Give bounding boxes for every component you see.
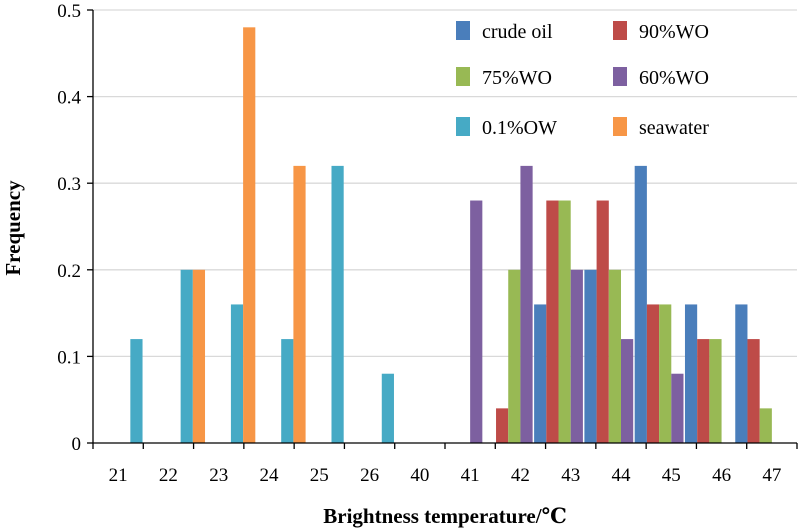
y-axis-title: Frequency — [1, 180, 25, 276]
legend-label: crude oil — [482, 21, 553, 43]
legend: crude oil 90%WO 75%WO 60%WO 0.1%OW seawater — [456, 21, 709, 139]
x-tick-label: 44 — [612, 465, 632, 486]
y-tick-label: 0 — [72, 434, 82, 455]
bar-75-wo-46 — [709, 339, 722, 443]
bar-0-1-ow-22 — [180, 269, 193, 443]
x-tick-label: 42 — [511, 465, 530, 486]
x-tick-label: 40 — [410, 465, 429, 486]
legend-label: 90%WO — [639, 21, 709, 43]
bar-90-wo-45 — [646, 304, 660, 443]
bar-60-wo-43 — [570, 269, 583, 443]
x-axis-title: Brightness temperature/℃ — [323, 504, 567, 528]
x-tick-label: 23 — [209, 465, 228, 486]
x-tick-label: 21 — [109, 465, 128, 486]
legend-label: 75%WO — [482, 67, 552, 89]
bar-0-1-ow-25 — [331, 165, 344, 443]
y-tick-label: 0.1 — [57, 347, 81, 368]
bar-90-wo-44 — [596, 200, 609, 443]
x-tick-label: 22 — [159, 465, 178, 486]
bar-75-wo-42 — [508, 269, 521, 443]
bar-0-1-ow-21 — [130, 339, 143, 443]
x-tick-label: 24 — [260, 465, 280, 486]
bar-60-wo-44 — [621, 339, 634, 443]
x-tick-label: 25 — [310, 465, 329, 486]
x-tick-label: 43 — [561, 465, 580, 486]
x-tick-label: 45 — [662, 465, 681, 486]
legend-swatch — [613, 67, 627, 86]
legend-swatch — [613, 21, 627, 40]
bar-90-wo-43 — [546, 200, 559, 443]
y-tick-labels: 0 0.1 0.2 0.3 0.4 0.5 — [57, 1, 81, 455]
legend-swatch — [456, 67, 470, 86]
bar-0-1-ow-23 — [230, 304, 244, 443]
x-tick-label: 26 — [360, 465, 379, 486]
bar-75-wo-45 — [659, 304, 672, 443]
x-tick-label: 41 — [461, 465, 480, 486]
bar-60-wo-42 — [520, 165, 533, 443]
bar-90-wo-47 — [747, 339, 760, 443]
legend-label: 0.1%OW — [482, 117, 557, 139]
x-tick-labels: 21 22 23 24 25 26 40 41 42 43 44 45 46 47 — [109, 465, 782, 486]
bar-75-wo-47 — [759, 408, 772, 443]
gridlines — [93, 9, 797, 358]
bar-90-wo-42 — [496, 408, 509, 443]
bar-60-wo-45 — [671, 373, 684, 443]
legend-swatch — [613, 117, 627, 136]
bar-75-wo-44 — [608, 269, 621, 443]
bar-crude-oil-44 — [584, 269, 597, 443]
bar-crude-oil-43 — [534, 304, 547, 443]
bar-crude-oil-47 — [735, 304, 748, 443]
bar-60-wo-41 — [470, 200, 483, 443]
bar-seawater-22 — [192, 269, 206, 443]
bar-crude-oil-46 — [684, 304, 698, 443]
y-tick-label: 0.2 — [57, 261, 81, 282]
y-tick-label: 0.5 — [57, 1, 81, 22]
bar-crude-oil-45 — [634, 165, 647, 443]
bar-seawater-24 — [293, 165, 306, 443]
y-tick-label: 0.3 — [57, 174, 81, 195]
axes — [87, 9, 798, 449]
bar-0-1-ow-26 — [381, 373, 394, 443]
bar-seawater-23 — [243, 27, 256, 443]
y-tick-label: 0.4 — [57, 88, 81, 109]
x-tick-label: 46 — [712, 465, 731, 486]
legend-label: 60%WO — [639, 67, 709, 89]
x-tick-label: 47 — [762, 465, 781, 486]
legend-swatch — [456, 21, 470, 40]
bar-90-wo-46 — [697, 339, 710, 443]
bar-0-1-ow-24 — [281, 339, 294, 443]
bar-series — [130, 27, 772, 443]
bar-75-wo-43 — [558, 200, 571, 443]
legend-label: seawater — [639, 117, 709, 139]
legend-swatch — [456, 117, 470, 136]
